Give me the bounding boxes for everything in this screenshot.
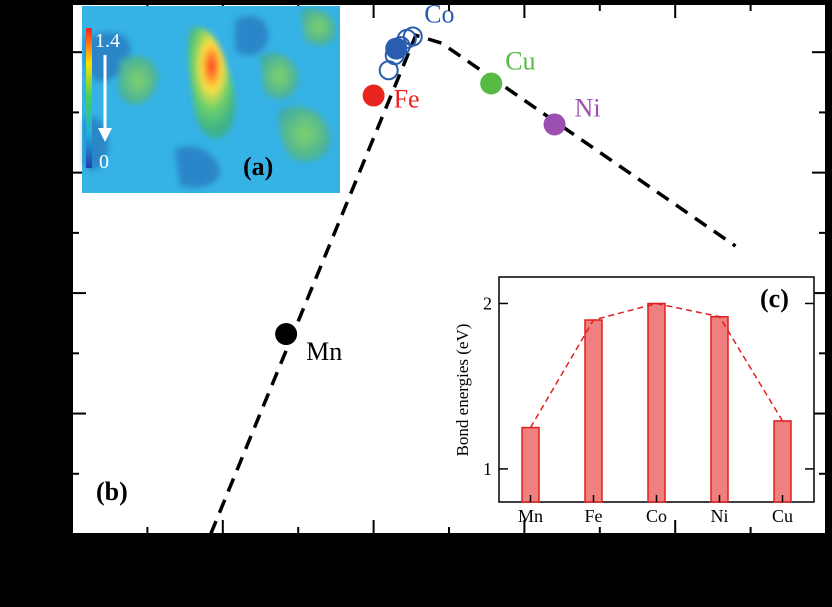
data-point-ni xyxy=(543,113,566,136)
data-point-mn xyxy=(275,323,298,346)
point-label-mn: Mn xyxy=(306,337,342,366)
scale-max-label: 1.4 xyxy=(95,30,120,52)
y-tick-label: 6 xyxy=(52,161,65,188)
inset-a-heatmap: 1.4 0 (a) xyxy=(82,6,340,193)
bar-fe xyxy=(584,319,603,503)
trend-line xyxy=(209,33,737,535)
inset-c-bar-chart: Mn Fe Co Ni Cu 1 2 Bond energies (eV) (c) xyxy=(453,276,815,526)
heatmap-blob xyxy=(235,16,269,56)
bar-cu xyxy=(773,420,792,503)
inset-x-tick-label: Fe xyxy=(585,506,603,526)
point-label-cu: Cu xyxy=(505,47,535,76)
point-label-co: Co xyxy=(424,0,454,29)
heatmap-blob xyxy=(84,32,131,82)
x-tick-label: -3 xyxy=(62,545,83,572)
panel-label-b: (b) xyxy=(96,477,128,506)
data-point-fe xyxy=(362,84,385,107)
heatmap-blob xyxy=(278,106,331,162)
inset-y-axis-label: Bond energies (eV) xyxy=(453,324,472,457)
data-point-co xyxy=(385,37,408,60)
data-points-group: Mn Fe Co Cu Ni xyxy=(275,0,601,366)
panel-label-c: (c) xyxy=(760,284,789,313)
x-axis-label: Binding energies of iodine (eV) xyxy=(278,574,621,604)
trend-line-path xyxy=(209,33,737,535)
scale-min-label: 0 xyxy=(99,151,109,173)
point-label-ni: Ni xyxy=(575,93,601,122)
x-tick-label: -2 xyxy=(212,545,233,572)
color-scale-bar xyxy=(86,28,92,168)
open-data-point xyxy=(402,26,423,47)
y-tick-label: 4 xyxy=(52,281,65,308)
heatmap-blob xyxy=(300,8,336,46)
inset-axis-ticks: Mn Fe Co Ni Cu 1 2 xyxy=(483,293,814,526)
heatmap-blob xyxy=(118,56,159,105)
panel-label-a: (a) xyxy=(243,152,273,181)
x-tick-label: 1 xyxy=(669,545,682,572)
inset-trend-line xyxy=(529,302,784,428)
x-tick-label: -1 xyxy=(363,545,384,572)
y-tick-label: 0 xyxy=(52,522,65,549)
x-tick-label: 0 xyxy=(518,545,531,572)
y-tick-label: 8 xyxy=(52,40,65,67)
heatmap-blob xyxy=(175,146,221,188)
inset-x-tick-label: Cu xyxy=(772,506,793,526)
inset-x-tick-label: Ni xyxy=(711,506,729,526)
inset-y-tick-label: 1 xyxy=(483,459,492,479)
inset-x-tick-label: Co xyxy=(646,506,667,526)
scale-arrow-head xyxy=(98,128,112,142)
bar-co xyxy=(647,302,666,503)
heatmap-blob xyxy=(260,53,299,99)
x-tick-label: 2 xyxy=(820,545,832,572)
bar-mn xyxy=(521,426,540,503)
y-axis-label: Intrinsic Activity (arb.units) xyxy=(6,118,36,420)
heatmap-blob xyxy=(187,27,236,139)
point-label-fe: Fe xyxy=(394,85,420,114)
inset-x-tick-label: Mn xyxy=(518,506,543,526)
data-point-cu xyxy=(480,72,503,95)
y-tick-label: 2 xyxy=(52,402,65,429)
inset-y-tick-label: 2 xyxy=(483,293,492,313)
bar-ni xyxy=(710,315,729,503)
